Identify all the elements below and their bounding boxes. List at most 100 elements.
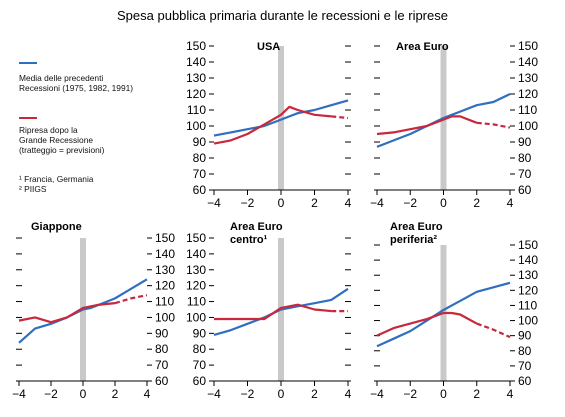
y-tick-label: 120 xyxy=(186,87,206,101)
chart-title: Spesa pubblica primaria durante le reces… xyxy=(117,8,448,23)
legend-blue-label-1: Media delle precedenti xyxy=(19,73,104,83)
panel-title: USA xyxy=(257,41,280,53)
y-tick-label: 130 xyxy=(518,71,538,85)
legend-red-label-1: Ripresa dopo la xyxy=(19,125,78,135)
y-tick-label: 80 xyxy=(518,344,532,358)
y-tick-label: 110 xyxy=(518,298,537,312)
y-tick-label: 90 xyxy=(155,326,169,340)
x-tick-label: 0 xyxy=(440,387,447,401)
y-tick-label: 130 xyxy=(155,263,175,277)
legend-red-label-3: (tratteggio = previsioni) xyxy=(19,145,105,155)
y-tick-label: 130 xyxy=(518,268,538,282)
series-forecast-red xyxy=(114,294,148,305)
legend-note-2: ² PIIGS xyxy=(19,184,47,194)
x-tick-label: 0 xyxy=(80,387,87,401)
x-tick-label: −2 xyxy=(403,387,417,401)
y-tick-label: 90 xyxy=(518,329,532,343)
panel-title-line2: periferia² xyxy=(390,234,437,246)
legend-red-label-2: Grande Recessione xyxy=(19,135,94,145)
y-tick-label: 90 xyxy=(518,135,532,149)
y-tick-label: 80 xyxy=(518,151,532,165)
y-tick-label: 150 xyxy=(518,238,538,252)
chart-panel-1: 60 70 80 90 100 110 120 130 140 150 −4 −2 0 2 4 USA xyxy=(186,39,352,210)
x-tick-label: −4 xyxy=(370,387,384,401)
y-tick-label: 80 xyxy=(193,342,207,356)
panel-title-line2: centro¹ xyxy=(230,234,268,246)
y-tick-label: 140 xyxy=(186,247,206,261)
y-tick-label: 100 xyxy=(186,310,206,324)
y-tick-label: 70 xyxy=(193,358,207,372)
x-tick-label: 0 xyxy=(440,196,447,210)
y-tick-label: 60 xyxy=(193,183,207,197)
series-line-red xyxy=(376,311,478,337)
y-tick-label: 120 xyxy=(518,87,538,101)
series-line-blue xyxy=(376,93,511,148)
y-tick-label: 120 xyxy=(155,279,175,293)
x-tick-label: 4 xyxy=(507,387,514,401)
y-tick-label: 150 xyxy=(186,39,206,53)
series-line-blue xyxy=(213,99,349,137)
x-tick-label: −4 xyxy=(207,196,221,210)
y-tick-label: 110 xyxy=(155,295,174,309)
y-tick-label: 110 xyxy=(187,295,206,309)
y-tick-label: 90 xyxy=(193,326,207,340)
y-tick-label: 140 xyxy=(518,55,538,69)
y-tick-label: 80 xyxy=(155,342,169,356)
x-tick-label: 0 xyxy=(278,387,285,401)
y-tick-label: 140 xyxy=(155,247,175,261)
y-tick-label: 90 xyxy=(193,135,207,149)
x-tick-label: −4 xyxy=(370,196,384,210)
y-tick-label: 60 xyxy=(155,374,169,388)
x-tick-label: 0 xyxy=(278,196,285,210)
panel-title: Area Euro xyxy=(390,221,443,233)
series-line-red xyxy=(213,105,332,145)
y-tick-label: 120 xyxy=(518,283,538,297)
x-tick-label: −2 xyxy=(403,196,417,210)
y-tick-label: 70 xyxy=(518,167,532,181)
y-tick-label: 60 xyxy=(518,183,532,197)
y-tick-label: 130 xyxy=(186,263,206,277)
series-forecast-red xyxy=(476,121,511,129)
x-tick-label: −2 xyxy=(44,387,58,401)
x-tick-label: 4 xyxy=(345,196,352,210)
y-tick-label: 140 xyxy=(518,253,538,267)
y-tick-label: 100 xyxy=(518,314,538,328)
x-tick-label: −4 xyxy=(12,387,26,401)
series-line-red xyxy=(376,115,478,136)
x-tick-label: −2 xyxy=(241,387,255,401)
x-tick-label: 2 xyxy=(112,387,119,401)
x-tick-label: 2 xyxy=(311,196,318,210)
chart-panel-2: 60 70 80 90 100 110 120 130 140 150 −4 −2 0 2 4 Area Eu… xyxy=(370,39,538,210)
series-forecast-red xyxy=(476,322,511,339)
legend-blue-label-2: Recessioni (1975, 1982, 1991) xyxy=(19,83,134,93)
y-tick-label: 150 xyxy=(155,231,175,245)
y-tick-label: 100 xyxy=(186,119,206,133)
y-tick-label: 150 xyxy=(518,39,538,53)
y-tick-label: 120 xyxy=(186,279,206,293)
y-tick-label: 70 xyxy=(518,359,532,373)
y-tick-label: 70 xyxy=(193,167,207,181)
series-line-blue xyxy=(18,278,148,344)
y-tick-label: 60 xyxy=(518,374,532,388)
x-tick-label: 4 xyxy=(507,196,514,210)
y-tick-label: 70 xyxy=(155,358,169,372)
y-tick-label: 140 xyxy=(186,55,206,69)
y-tick-label: 60 xyxy=(193,374,207,388)
x-tick-label: 2 xyxy=(473,196,480,210)
y-tick-label: 100 xyxy=(155,310,175,324)
series-line-red xyxy=(18,302,116,324)
legend-red-swatch xyxy=(19,117,37,119)
x-tick-label: −2 xyxy=(241,196,255,210)
panel-title: Giappone xyxy=(31,221,82,233)
y-tick-label: 110 xyxy=(518,103,537,117)
legend-note-1: ¹ Francia, Germania xyxy=(19,174,94,184)
y-tick-label: 150 xyxy=(186,231,206,245)
x-tick-label: 4 xyxy=(144,387,151,401)
x-tick-label: 2 xyxy=(473,387,480,401)
legend-blue-swatch xyxy=(19,62,37,64)
y-tick-label: 100 xyxy=(518,119,538,133)
